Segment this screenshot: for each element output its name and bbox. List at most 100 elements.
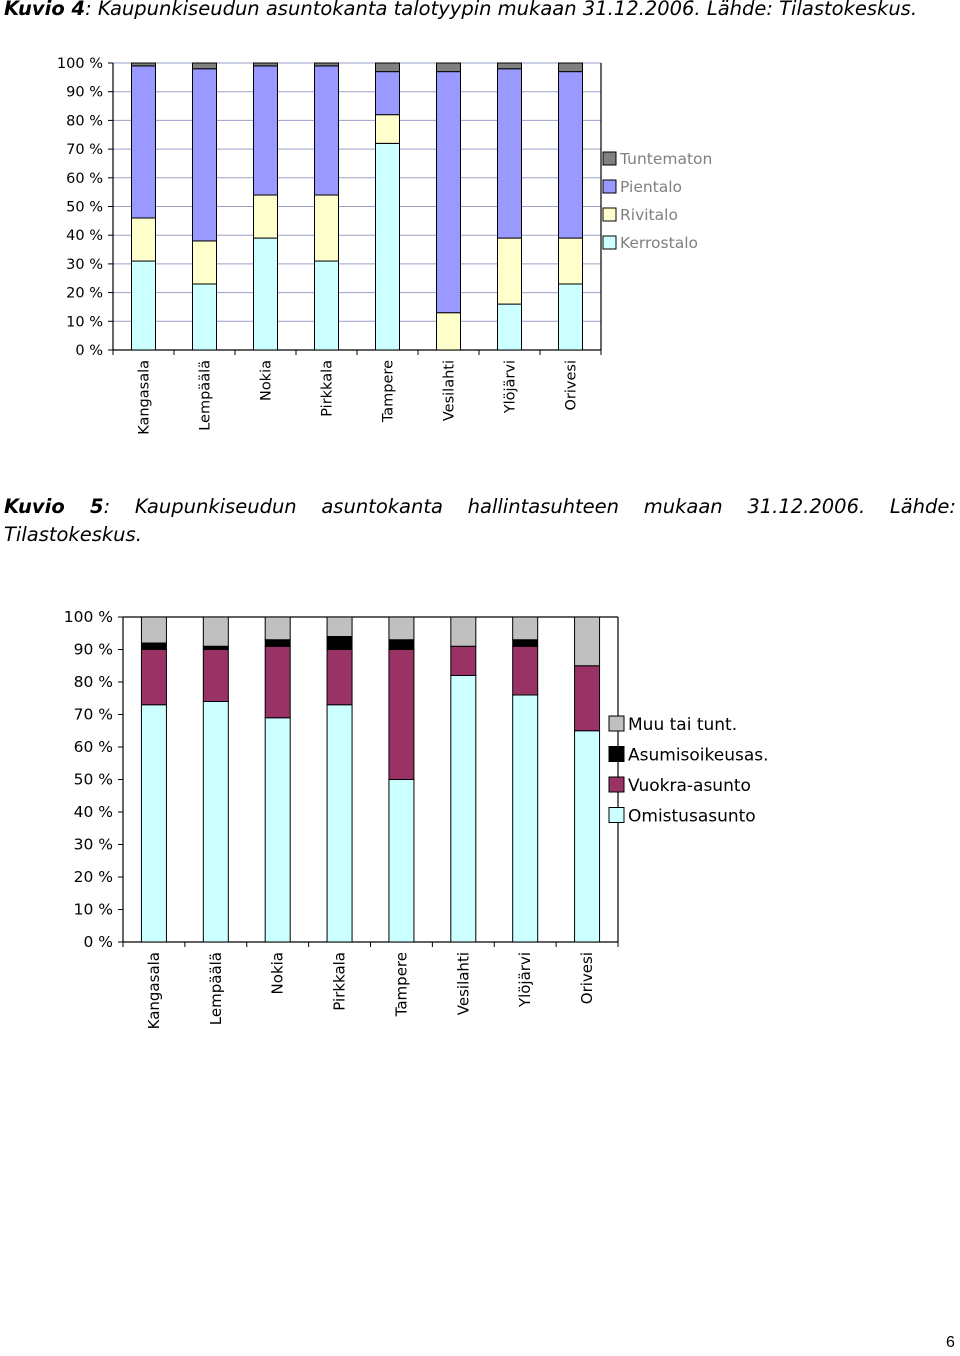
c1-bar-ylojarvi-tuntematon — [497, 62, 522, 70]
c1-legend-swatch-rivitalo — [602, 207, 617, 222]
c2-legend-swatch-omistusasunto — [608, 807, 625, 823]
c2-bar-lempaala-omistusasunto — [202, 701, 229, 943]
c1-category-label-orivesi: Orivesi — [564, 360, 580, 411]
figure-5-caption-text: : Kaupunkiseudun asuntokanta hallintasuh… — [4, 495, 956, 546]
c2-y-tick-label: 80 % — [74, 673, 113, 691]
c1-bar-kangasala-tuntematon — [131, 62, 156, 67]
c2-bar-tampere-omistusasunto — [388, 779, 415, 943]
c1-legend-label-tuntematon: Tuntematon — [619, 150, 712, 168]
c2-category-label-tampere: Tampere — [392, 952, 410, 1017]
c2-y-tick-label: 0 % — [83, 933, 113, 951]
c1-category-label-tampere: Tampere — [381, 360, 397, 423]
figure-4-caption: Kuvio 4: Kaupunkiseudun asuntokanta talo… — [4, 0, 954, 23]
c2-category-label-vesilahti: Vesilahti — [454, 952, 472, 1015]
c2-bar-tampere-muu-tai-tunt — [388, 616, 415, 641]
c2-bar-tampere-asumisoikeusas — [388, 639, 415, 650]
c1-legend-label-pientalo: Pientalo — [620, 178, 682, 196]
c1-y-tick-label: 30 % — [66, 257, 103, 273]
c2-bar-lempaala-vuokra-asunto — [202, 649, 229, 702]
c1-y-tick-label: 70 % — [66, 142, 103, 158]
c1-legend-swatch-pientalo — [602, 179, 617, 194]
c1-y-tick-label: 50 % — [66, 200, 103, 216]
c2-category-label-ylojarvi: Ylöjärvi — [516, 952, 534, 1008]
c2-category-label-kangasala: Kangasala — [145, 952, 163, 1029]
c2-bar-ylojarvi-omistusasunto — [512, 694, 539, 943]
c2-bar-nokia-muu-tai-tunt — [264, 616, 291, 641]
c1-category-label-lempaala: Lempäälä — [198, 360, 214, 431]
c2-y-tick-label: 20 % — [74, 868, 113, 886]
c2-bar-orivesi-vuokra-asunto — [574, 665, 601, 732]
c2-bar-pirkkala-asumisoikeusas — [326, 636, 353, 650]
c2-bar-vesilahti-omistusasunto — [450, 675, 477, 943]
c1-category-label-nokia: Nokia — [259, 360, 275, 401]
c2-legend-label-vuokra-asunto: Vuokra-asunto — [628, 776, 751, 796]
c1-bar-orivesi-tuntematon — [558, 62, 583, 73]
chart-housing-by-tenure: 0 % 10 % 20 % 30 % 40 % 50 % 60 % 70 % 80 % 90 % 1… — [64, 608, 769, 1029]
page-number: 6 — [946, 1334, 955, 1351]
c2-bar-pirkkala-vuokra-asunto — [326, 649, 353, 706]
c1-category-label-vesilahti: Vesilahti — [442, 360, 458, 421]
c1-y-tick-label: 80 % — [66, 113, 103, 129]
c1-legend-label-kerrostalo: Kerrostalo — [620, 234, 698, 252]
c1-bar-kangasala-rivitalo — [131, 217, 156, 262]
c1-category-label-ylojarvi: Ylöjärvi — [503, 360, 519, 414]
c2-bar-nokia-vuokra-asunto — [264, 645, 291, 719]
c1-bar-ylojarvi-kerrostalo — [497, 303, 522, 351]
c1-bar-kangasala-kerrostalo — [131, 260, 156, 351]
c2-bar-nokia-omistusasunto — [264, 717, 291, 943]
c1-bar-pirkkala-tuntematon — [314, 62, 339, 67]
c2-bar-kangasala-vuokra-asunto — [140, 649, 167, 706]
c1-y-tick-label: 0 % — [75, 343, 103, 359]
c2-bar-orivesi-muu-tai-tunt — [574, 616, 601, 667]
c2-category-label-pirkkala: Pirkkala — [331, 952, 349, 1011]
c1-category-label-kangasala: Kangasala — [137, 360, 153, 435]
c2-legend-swatch-asumisoikeusas — [608, 746, 625, 762]
c1-bar-tampere-kerrostalo — [375, 142, 400, 351]
c2-y-tick-label: 10 % — [74, 901, 113, 919]
c1-legend-label-rivitalo: Rivitalo — [620, 206, 678, 224]
c1-y-tick-label: 60 % — [66, 171, 103, 187]
c1-bar-orivesi-pientalo — [558, 71, 583, 239]
c1-y-tick-label: 100 % — [57, 56, 103, 72]
c1-bar-pirkkala-pientalo — [314, 65, 339, 196]
c1-legend-swatch-tuntematon — [602, 151, 617, 166]
c2-y-tick-label: 90 % — [74, 641, 113, 659]
c2-y-tick-label: 50 % — [74, 771, 113, 789]
c1-y-tick-label: 90 % — [66, 85, 103, 101]
c2-bar-lempaala-muu-tai-tunt — [202, 616, 229, 647]
c2-y-tick-label: 40 % — [74, 803, 113, 821]
c2-bar-nokia-asumisoikeusas — [264, 639, 291, 647]
c2-y-tick-label: 30 % — [74, 836, 113, 854]
c2-y-tick-label: 60 % — [74, 738, 113, 756]
c2-legend-label-asumisoikeusas: Asumisoikeusas. — [628, 746, 769, 766]
c2-legend-label-omistusasunto: Omistusasunto — [628, 807, 756, 827]
c1-bar-nokia-kerrostalo — [253, 237, 278, 351]
c2-bar-ylojarvi-asumisoikeusas — [512, 639, 539, 647]
c2-bar-ylojarvi-vuokra-asunto — [512, 645, 539, 696]
c1-bar-pirkkala-kerrostalo — [314, 260, 339, 351]
c2-y-tick-label: 70 % — [74, 706, 113, 724]
c2-legend-label-muu-tai-tunt: Muu tai tunt. — [628, 715, 737, 735]
chart-housing-by-building-type: 0 % 10 % 20 % 30 % 40 % 50 % 60 % 70 % 80 % 90 % 1… — [57, 56, 712, 435]
c2-bar-orivesi-omistusasunto — [574, 730, 601, 943]
c2-category-label-lempaala: Lempäälä — [207, 952, 225, 1025]
c1-bar-lempaala-tuntematon — [192, 62, 217, 70]
c1-bar-nokia-tuntematon — [253, 62, 278, 67]
c2-y-tick-label: 100 % — [64, 608, 113, 626]
c2-category-label-orivesi: Orivesi — [578, 952, 596, 1004]
c1-category-label-pirkkala: Pirkkala — [320, 360, 336, 417]
c1-bar-vesilahti-pientalo — [436, 71, 461, 314]
c1-bar-vesilahti-rivitalo — [436, 312, 461, 351]
c2-category-label-nokia: Nokia — [269, 952, 287, 994]
c1-y-tick-label: 10 % — [66, 314, 103, 330]
figure-4-label: Kuvio 4 — [4, 0, 86, 20]
figure-4-caption-text: : Kaupunkiseudun asuntokanta talotyypin … — [85, 0, 918, 20]
c2-bar-pirkkala-muu-tai-tunt — [326, 616, 353, 637]
c2-bar-ylojarvi-muu-tai-tunt — [512, 616, 539, 641]
c2-bar-kangasala-omistusasunto — [140, 704, 167, 943]
c1-bar-nokia-pientalo — [253, 65, 278, 196]
c2-legend-swatch-muu-tai-tunt — [608, 715, 625, 732]
c2-legend-swatch-vuokra-asunto — [608, 776, 625, 793]
c1-legend-swatch-kerrostalo — [602, 235, 617, 250]
c1-bar-lempaala-kerrostalo — [192, 283, 217, 351]
